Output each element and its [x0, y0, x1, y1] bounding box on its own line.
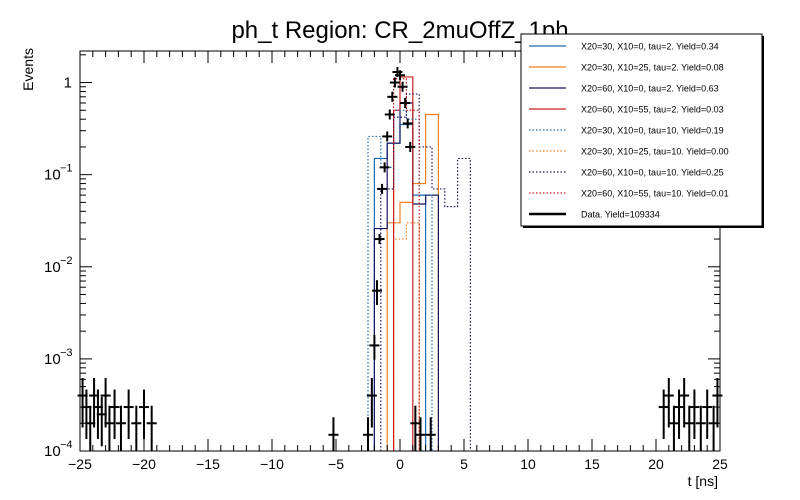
legend-entry-1: X20=30, X10=25, tau=2. Yield=0.08: [581, 63, 724, 73]
y-tick-label: 10 −2: [44, 255, 73, 276]
x-axis-label: t [ns]: [688, 473, 718, 489]
x-tick-label: −5: [328, 456, 344, 472]
legend-entry-2: X20=60, X10=0, tau=2. Yield=0.63: [581, 84, 719, 94]
data-point-22: [382, 131, 393, 142]
x-tick-label: −10: [260, 456, 284, 472]
legend-entry-8: Data. Yield=109334: [581, 210, 660, 220]
legend-entry-6: X20=60, X10=0, tau=10. Yield=0.25: [581, 168, 724, 178]
x-tick-label: 25: [712, 456, 728, 472]
y-tick-label: 10 −3: [44, 347, 73, 368]
data-point-38: [674, 389, 685, 439]
x-tick-label: 20: [648, 456, 664, 472]
y-tick-label-base: 10: [44, 167, 61, 184]
y-tick-label-base: 10: [44, 443, 61, 460]
series-3-histogram: [393, 76, 414, 451]
data-point-23: [384, 109, 395, 120]
data-point-19: [374, 234, 385, 245]
data-point-28: [397, 81, 408, 92]
legend-entry-3: X20=60, X10=55, tau=2. Yield=0.03: [581, 105, 724, 115]
x-tick-label: 15: [584, 456, 600, 472]
x-tick-label: −20: [132, 456, 156, 472]
data-point-13: [146, 405, 157, 451]
data-point-8: [109, 389, 120, 439]
data-point-10: [123, 389, 134, 439]
legend-entry-7: X20=60, X10=55, tau=10. Yield=0.01: [581, 189, 729, 199]
data-point-35: [658, 389, 669, 439]
data-point-17: [369, 334, 380, 360]
axes: −25 −20 −15 −10 −5 0 5 10 15 20 2510−410−310−210−1…: [44, 50, 728, 472]
series-2-histogram: [373, 102, 439, 451]
x-tick-label: −25: [68, 456, 92, 472]
series-7-histogram: [393, 78, 420, 451]
data-point-27: [395, 70, 405, 81]
data-point-21: [379, 162, 390, 173]
x-tick-label: 5: [460, 456, 468, 472]
data-point-18: [371, 280, 382, 305]
series-0-histogram: [373, 123, 427, 451]
y-tick-label-base: 10: [44, 351, 61, 368]
data-point-29: [400, 97, 411, 108]
legend-entry-4: X20=30, X10=0, tau=10. Yield=0.19: [581, 126, 724, 136]
x-tick-label: 0: [396, 456, 404, 472]
y-tick-label-exp: −3: [60, 347, 73, 359]
data-point-41: [689, 389, 700, 439]
data-point-12: [139, 389, 149, 439]
y-tick-label: 10 −4: [44, 439, 73, 460]
data-point-9: [115, 405, 126, 451]
chart-title: ph_t Region: CR_2muOffZ_1ph: [231, 17, 568, 44]
data-point-36: [663, 378, 674, 428]
y-tick-label-text: 1: [64, 75, 72, 92]
y-tick-label: 10 −1: [44, 163, 73, 184]
y-axis-label: Events: [20, 48, 36, 91]
data-point-40: [684, 405, 695, 451]
x-tick-label: −15: [196, 456, 220, 472]
legend-entry-5: X20=30, X10=25, tau=10. Yield=0.00: [581, 147, 729, 157]
y-tick-label-exp: −4: [60, 439, 73, 451]
data-point-31: [405, 141, 416, 152]
data-point-7: [104, 405, 115, 451]
data-point-30: [402, 118, 413, 129]
x-tick-label: 10: [520, 456, 536, 472]
data-point-16: [366, 378, 377, 428]
y-tick-label-exp: −2: [60, 255, 73, 267]
series-4-histogram: [367, 109, 433, 451]
data-point-20: [377, 183, 388, 194]
y-tick-label: 1: [64, 75, 72, 92]
y-tick-label-exp: −1: [60, 163, 73, 175]
data-point-34: [425, 417, 436, 451]
plot-area: [77, 67, 723, 451]
data-point-15: [363, 417, 373, 451]
series-5-histogram: [393, 222, 420, 451]
data-point-6: [100, 378, 111, 428]
legend-entry-0: X20=30, X10=0, tau=2. Yield=0.34: [581, 42, 719, 52]
data-point-11: [131, 405, 142, 451]
data-point-39: [679, 378, 690, 428]
data-point-33: [415, 417, 426, 451]
data-point-37: [668, 405, 679, 451]
y-tick-label-base: 10: [44, 259, 61, 276]
data-point-14: [328, 417, 339, 451]
data-point-24: [387, 91, 398, 102]
data-point-42: [695, 405, 706, 451]
data-point-32: [410, 405, 421, 451]
data-point-25: [389, 77, 400, 88]
data-point-43: [702, 389, 713, 439]
legend: X20=30, X10=0, tau=2. Yield=0.34 X20=30, …: [520, 33, 764, 228]
